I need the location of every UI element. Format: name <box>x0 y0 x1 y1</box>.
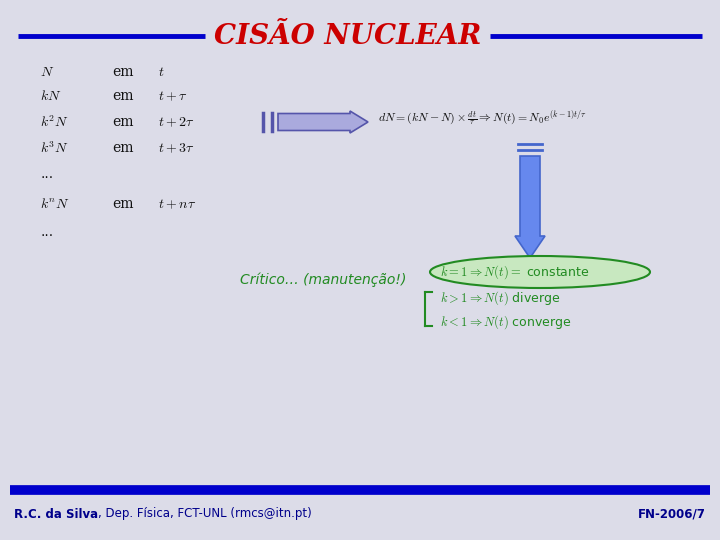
FancyArrow shape <box>278 111 368 133</box>
Text: $kN$: $kN$ <box>40 89 61 103</box>
Text: FN-2006/7: FN-2006/7 <box>638 508 706 521</box>
Text: $dN = (kN - N)\times\frac{dt}{\tau}\Rightarrow N(t)=N_0 e^{(k-1)t/\tau}$: $dN = (kN - N)\times\frac{dt}{\tau}\Righ… <box>378 109 587 127</box>
Text: em: em <box>112 65 133 79</box>
Text: em: em <box>112 115 133 129</box>
Text: , Dep. Física, FCT-UNL (rmcs@itn.pt): , Dep. Física, FCT-UNL (rmcs@itn.pt) <box>98 508 312 521</box>
Text: $k<1\Rightarrow N(t)$ converge: $k<1\Rightarrow N(t)$ converge <box>440 313 572 331</box>
Text: $N$: $N$ <box>40 65 54 79</box>
Text: ...: ... <box>40 225 53 239</box>
FancyArrow shape <box>515 156 545 258</box>
Text: $t+\tau$: $t+\tau$ <box>158 89 188 103</box>
Text: $t+2\tau$: $t+2\tau$ <box>158 115 194 129</box>
Text: $k>1\Rightarrow N(t)$ diverge: $k>1\Rightarrow N(t)$ diverge <box>440 289 561 307</box>
Ellipse shape <box>430 256 650 288</box>
Text: $k^3N$: $k^3N$ <box>40 140 69 156</box>
Text: $t$: $t$ <box>158 65 165 79</box>
Text: $t+n\tau$: $t+n\tau$ <box>158 197 196 211</box>
Text: em: em <box>112 141 133 155</box>
Text: $k^2N$: $k^2N$ <box>40 114 69 130</box>
Text: em: em <box>112 89 133 103</box>
Text: em: em <box>112 197 133 211</box>
Text: Crítico… (manutenção!): Crítico… (manutenção!) <box>240 273 406 287</box>
Text: ...: ... <box>40 167 53 181</box>
Text: $k=1\Rightarrow N(t)=$ constante: $k=1\Rightarrow N(t)=$ constante <box>440 263 590 281</box>
Text: $t+3\tau$: $t+3\tau$ <box>158 141 194 155</box>
Text: $k^nN$: $k^nN$ <box>40 197 70 211</box>
Text: R.C. da Silva: R.C. da Silva <box>14 508 98 521</box>
Text: CISÃO NUCLEAR: CISÃO NUCLEAR <box>215 24 482 51</box>
